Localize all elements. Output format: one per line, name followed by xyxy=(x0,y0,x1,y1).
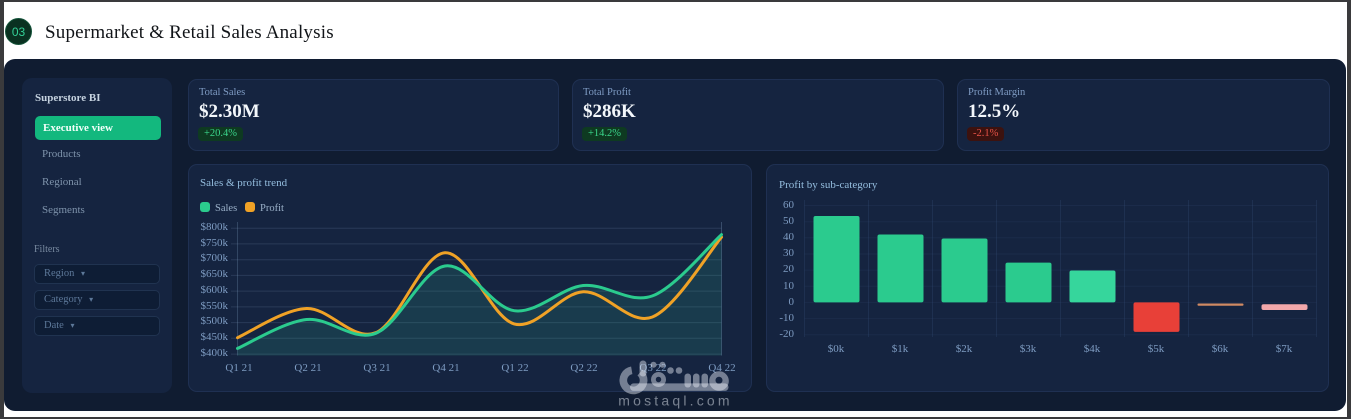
svg-text:mostaql.com: mostaql.com xyxy=(618,393,733,409)
